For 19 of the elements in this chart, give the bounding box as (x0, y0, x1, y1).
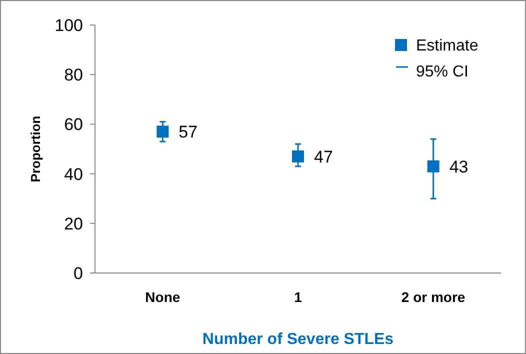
y-tick-label: 100 (54, 16, 83, 35)
y-tick-label: 20 (64, 214, 83, 234)
point (427, 160, 440, 172)
data-label: 43 (449, 157, 468, 176)
point (156, 126, 169, 138)
x-axis-title: Number of Severe STLEs (202, 331, 394, 348)
y-tick-label: 80 (64, 66, 83, 85)
data-label: 57 (178, 122, 198, 142)
y-tick-label: 40 (64, 164, 83, 184)
y-tick-label: 0 (74, 264, 83, 283)
y-axis-title: Proportion (28, 116, 43, 182)
annotation: 95% CI (416, 64, 468, 81)
x-tick-label: 2 or more (401, 289, 466, 305)
x-tick-label: 1 (294, 289, 302, 305)
x-tick-label: None (145, 289, 180, 305)
data-label: 47 (314, 147, 333, 166)
point (292, 150, 304, 162)
y-tick-label: 60 (64, 115, 83, 134)
legend-label: Estimate (416, 38, 478, 55)
